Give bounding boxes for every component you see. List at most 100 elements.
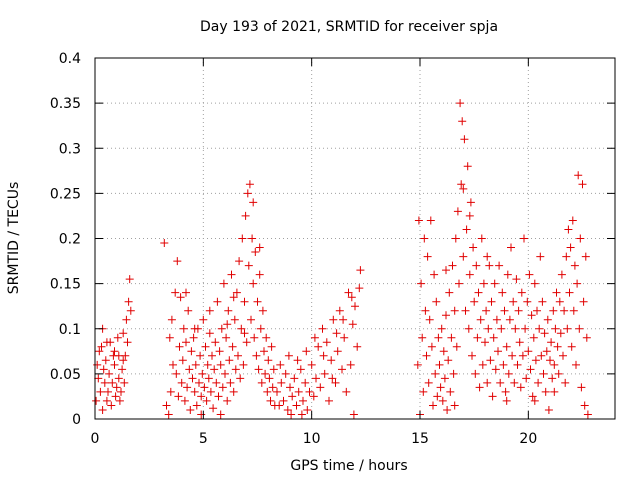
data-point bbox=[223, 396, 232, 405]
data-point bbox=[102, 396, 111, 405]
data-point bbox=[465, 211, 474, 220]
data-point bbox=[502, 342, 511, 351]
data-point bbox=[287, 410, 296, 419]
data-point bbox=[273, 387, 281, 396]
data-point bbox=[178, 356, 187, 365]
x-axis-label: GPS time / hours bbox=[290, 458, 407, 474]
data-point bbox=[174, 392, 183, 401]
data-point bbox=[542, 347, 551, 356]
data-point bbox=[244, 261, 253, 270]
data-point bbox=[205, 306, 214, 315]
data-point bbox=[583, 410, 592, 419]
data-point bbox=[332, 329, 341, 338]
data-point bbox=[96, 387, 105, 396]
data-point bbox=[435, 360, 444, 369]
data-point bbox=[240, 297, 249, 306]
data-point bbox=[325, 396, 333, 405]
data-point bbox=[281, 369, 290, 378]
data-point bbox=[94, 374, 103, 383]
data-point bbox=[567, 342, 576, 351]
data-point bbox=[511, 324, 520, 333]
data-point bbox=[95, 347, 104, 356]
data-point bbox=[115, 396, 124, 405]
data-point bbox=[560, 306, 569, 315]
data-point bbox=[348, 320, 357, 329]
data-point bbox=[216, 360, 225, 369]
data-point bbox=[472, 261, 481, 270]
y-tick-label: 0.4 bbox=[59, 51, 81, 67]
data-point bbox=[518, 351, 527, 360]
data-point bbox=[458, 117, 467, 126]
data-point bbox=[512, 275, 521, 284]
data-point bbox=[478, 360, 487, 369]
data-point bbox=[510, 378, 519, 387]
data-point bbox=[474, 288, 483, 297]
chart-title: Day 193 of 2021, SRMTID for receiver spj… bbox=[200, 19, 498, 35]
data-point bbox=[443, 406, 452, 414]
data-point bbox=[563, 324, 572, 333]
data-point bbox=[180, 396, 189, 405]
data-point bbox=[525, 270, 534, 279]
data-point bbox=[250, 333, 259, 342]
data-point bbox=[255, 270, 264, 279]
data-point bbox=[505, 315, 514, 324]
data-point bbox=[548, 374, 557, 383]
data-point bbox=[470, 297, 479, 306]
data-point bbox=[356, 266, 365, 275]
data-point bbox=[243, 189, 252, 198]
data-point bbox=[417, 279, 426, 288]
data-point bbox=[465, 270, 474, 279]
data-point bbox=[526, 365, 535, 374]
data-point bbox=[496, 378, 505, 387]
data-point bbox=[552, 288, 561, 297]
data-point bbox=[184, 306, 193, 315]
data-point bbox=[488, 392, 497, 401]
data-point bbox=[425, 315, 434, 324]
data-point bbox=[169, 360, 177, 369]
data-point bbox=[256, 324, 265, 333]
data-point bbox=[266, 396, 275, 405]
data-point bbox=[189, 333, 198, 342]
data-point bbox=[540, 329, 549, 338]
data-point bbox=[208, 351, 216, 360]
data-point bbox=[269, 365, 278, 374]
data-point bbox=[347, 293, 356, 302]
data-point bbox=[489, 333, 498, 342]
data-point bbox=[108, 378, 117, 387]
data-point bbox=[413, 360, 422, 369]
data-point bbox=[215, 347, 224, 356]
data-point bbox=[107, 401, 116, 410]
data-point bbox=[581, 252, 590, 261]
data-point bbox=[576, 234, 585, 243]
y-tick-label: 0.3 bbox=[59, 141, 81, 157]
data-point bbox=[340, 333, 349, 342]
data-point bbox=[118, 365, 127, 374]
data-point bbox=[468, 351, 476, 360]
data-point bbox=[499, 360, 508, 369]
data-point bbox=[514, 306, 523, 315]
data-point bbox=[164, 410, 173, 419]
data-point bbox=[495, 261, 504, 270]
data-point bbox=[276, 360, 285, 369]
data-point bbox=[566, 243, 575, 252]
data-point bbox=[466, 198, 475, 207]
data-point bbox=[498, 288, 507, 297]
data-point bbox=[531, 356, 540, 365]
data-point bbox=[429, 401, 437, 410]
data-point bbox=[218, 383, 227, 392]
x-tick-label: 10 bbox=[303, 431, 321, 447]
data-point bbox=[310, 333, 319, 342]
data-point bbox=[294, 387, 303, 396]
data-point bbox=[582, 333, 591, 342]
data-point bbox=[319, 351, 328, 360]
data-point bbox=[190, 387, 199, 396]
data-point bbox=[110, 360, 119, 369]
data-point bbox=[209, 404, 218, 413]
y-tick-label: 0.35 bbox=[50, 96, 81, 112]
data-point bbox=[248, 234, 257, 243]
data-point bbox=[344, 288, 353, 297]
data-point bbox=[119, 356, 128, 365]
data-point bbox=[253, 297, 262, 306]
data-point bbox=[547, 338, 556, 347]
